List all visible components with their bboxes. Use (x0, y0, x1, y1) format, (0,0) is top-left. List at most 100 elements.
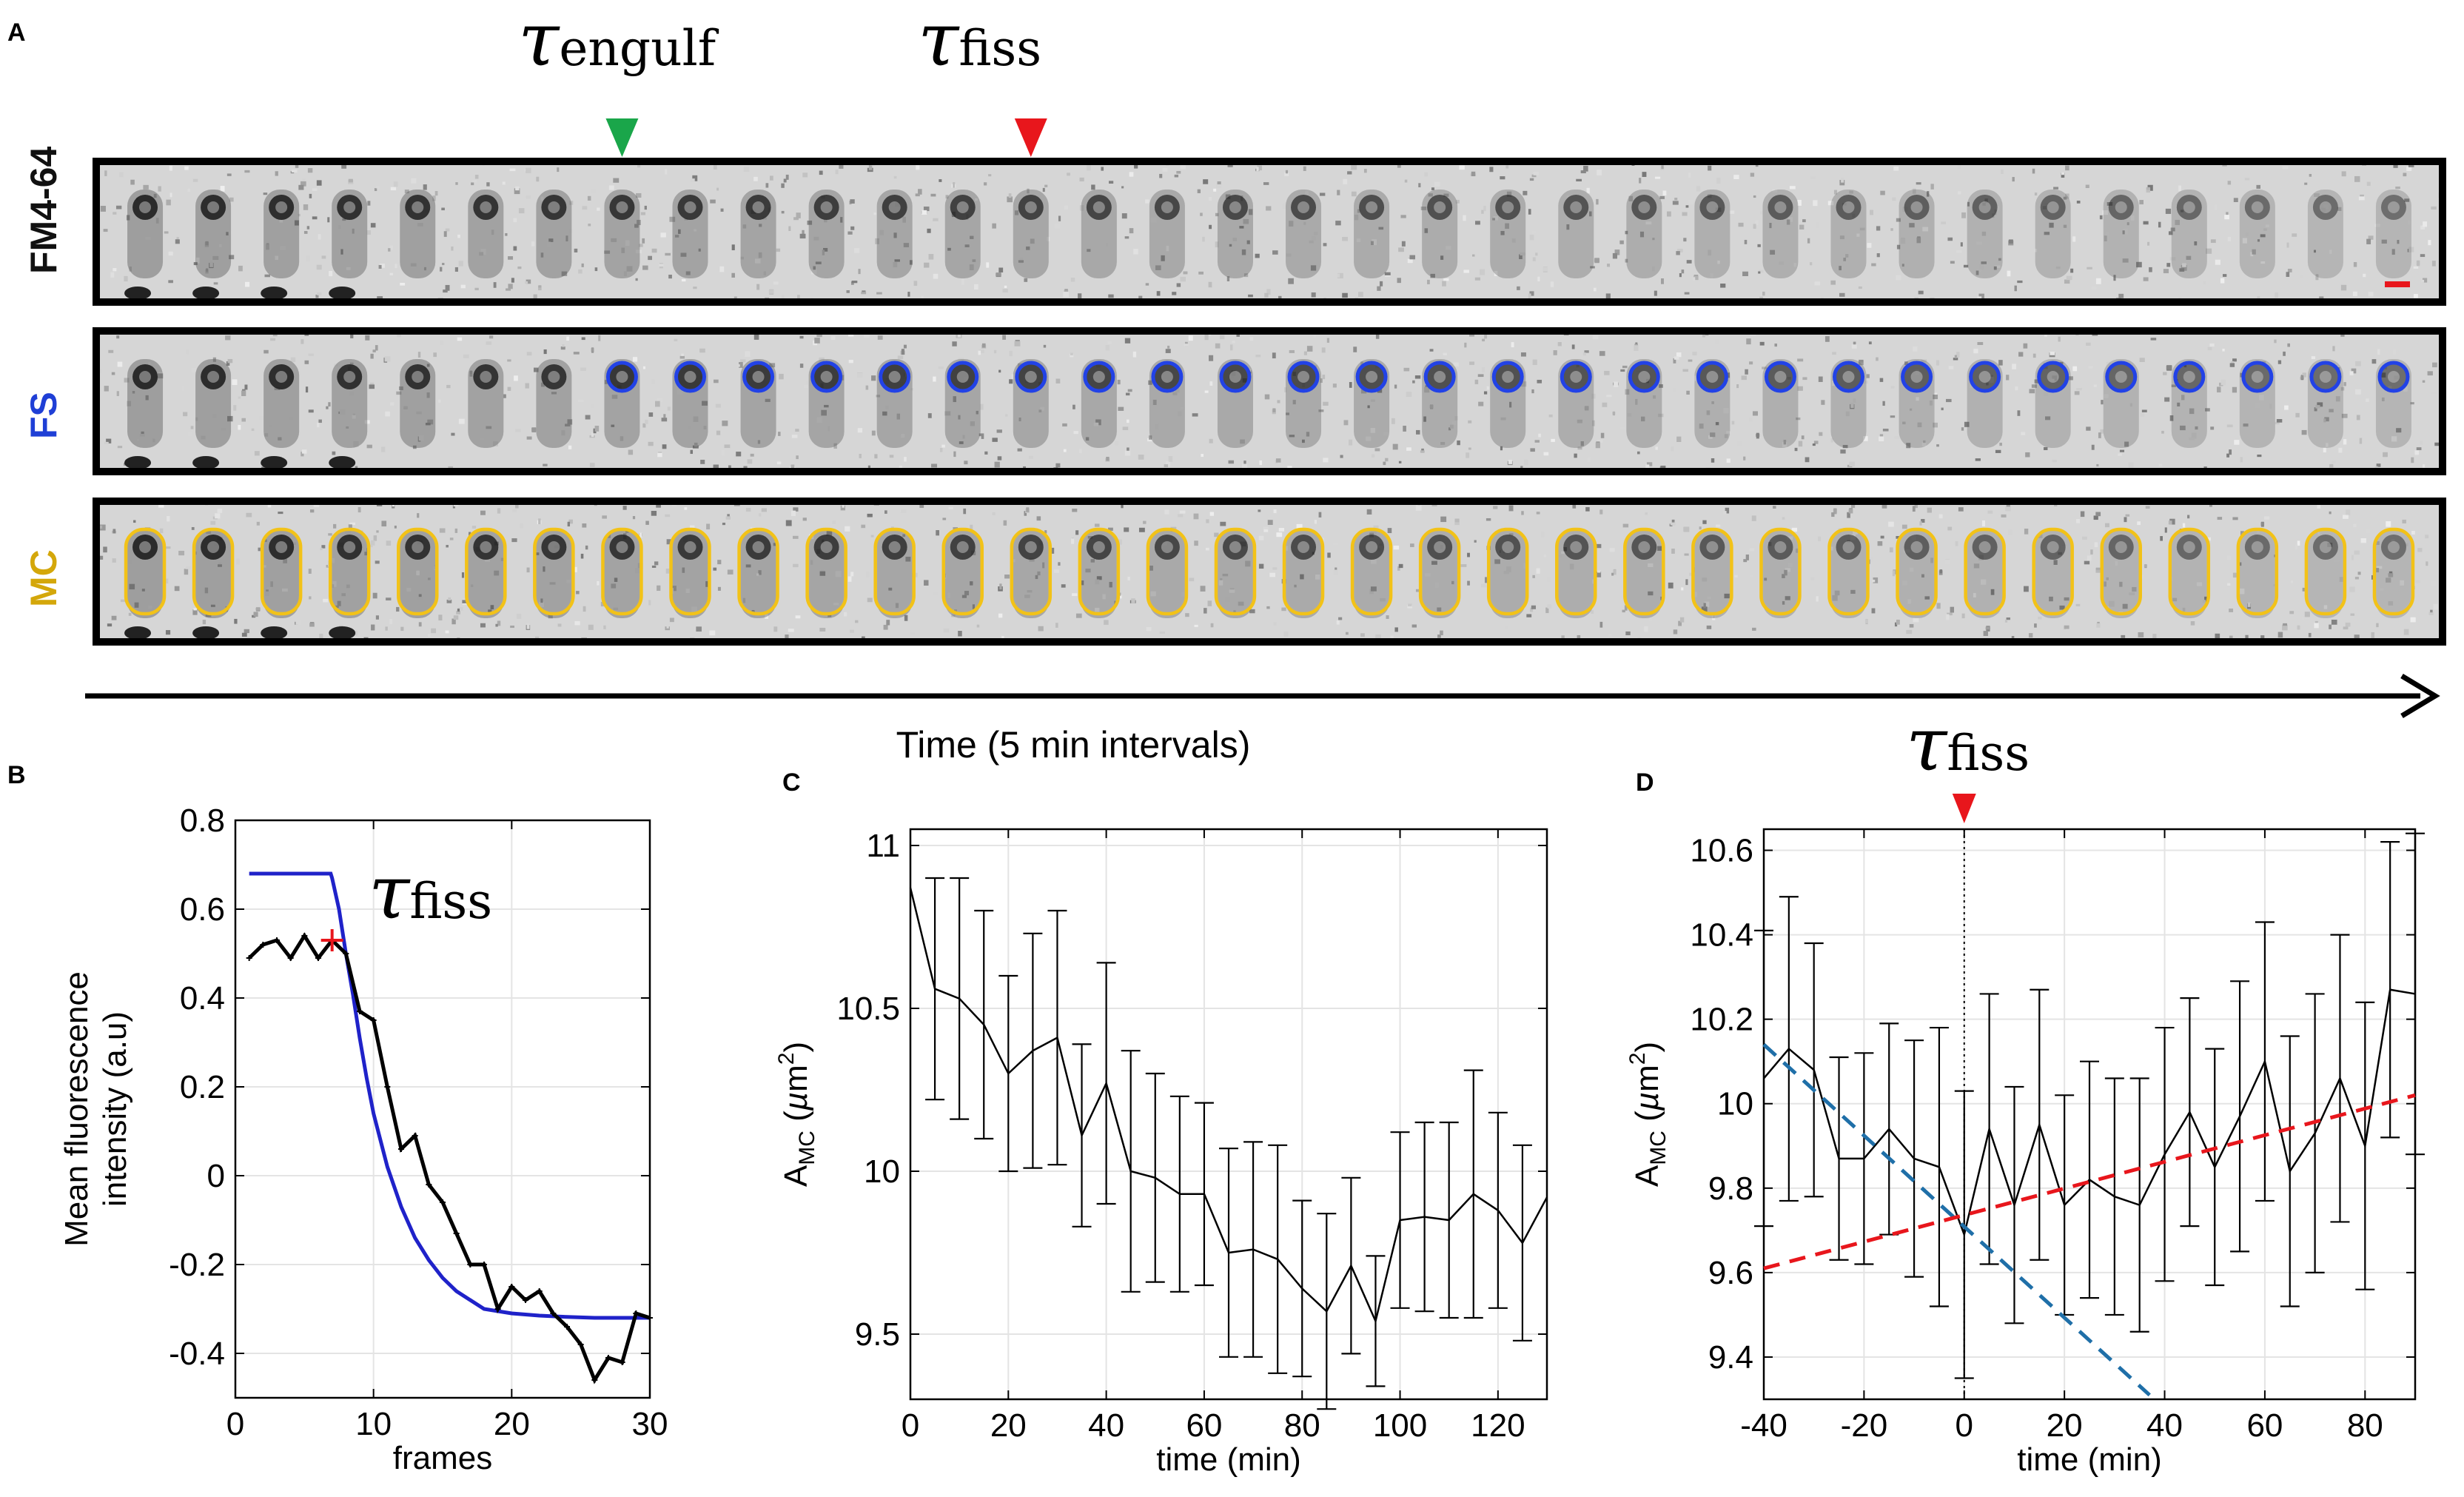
image-strips (93, 158, 2446, 646)
tau-engulf-symbol: τ (518, 0, 560, 83)
cell-frame (2304, 527, 2347, 618)
y-tick-label: 9.6 (1708, 1255, 1753, 1291)
cell-frame (1490, 359, 1526, 448)
cell-frame (261, 359, 300, 469)
cell-frame (1626, 190, 1662, 278)
forespore-contour (1696, 361, 1728, 393)
mother-cell-contour (941, 527, 984, 616)
cell-frame (1964, 527, 2006, 618)
y-tick-label: 0.8 (180, 803, 225, 839)
cell-frame (192, 190, 232, 300)
forespore-contour (1355, 361, 1388, 393)
cell-frame (400, 359, 436, 448)
mother-cell-contour (1555, 527, 1597, 616)
cell-frame (328, 527, 371, 640)
row-label-fs: FS (23, 392, 64, 439)
panel-label-a: A (7, 19, 26, 47)
cell-frame (1558, 359, 1594, 448)
mother-cell-contour (1282, 527, 1325, 616)
cell-frame (2239, 190, 2275, 278)
mother-cell-contour (328, 527, 371, 616)
forespore-contour (1083, 361, 1115, 393)
cell-frame (601, 527, 643, 618)
panel-label-c: C (782, 768, 801, 797)
fit-curve (249, 871, 650, 1320)
forespore-contour (1151, 361, 1184, 393)
cell-frame (1214, 527, 1257, 618)
mother-cell-contour (601, 527, 643, 616)
cell-frame (533, 527, 575, 618)
mother-cell-contour (2304, 527, 2347, 616)
cell-frame (2103, 359, 2139, 448)
tau-engulf-subscript: engulf (559, 20, 719, 77)
cell-frame (1623, 527, 1665, 618)
cell-frame (1354, 359, 1390, 448)
cell-frame (2375, 190, 2411, 278)
mother-cell-contour (2032, 527, 2074, 616)
cell-frame (2239, 359, 2275, 448)
x-tick-label: 60 (2246, 1407, 2283, 1444)
cell-frame (397, 527, 439, 618)
forespore-contour (2173, 361, 2206, 393)
cell-frame (1149, 359, 1185, 448)
x-tick-label: 0 (226, 1406, 244, 1442)
x-tick-label: 100 (1373, 1407, 1427, 1444)
y-tick-label: 10.2 (1690, 1002, 1753, 1038)
y-tick-label: 9.4 (1708, 1339, 1753, 1376)
strip-frame (93, 327, 2446, 475)
forespore-contour (1219, 361, 1252, 393)
y-tick-label: 10.5 (836, 991, 900, 1027)
cell-frame (468, 190, 504, 278)
x-tick-label: 40 (2146, 1407, 2183, 1444)
mother-cell-contour (1623, 527, 1665, 616)
x-axis-label: frames (393, 1440, 492, 1476)
mother-cell-contour (465, 527, 507, 616)
mother-cell-contour (1759, 527, 1802, 616)
mother-cell-contour (873, 527, 916, 616)
cell-frame (944, 190, 981, 278)
y-tick-label: 9.8 (1708, 1171, 1753, 1207)
cell-frame (1762, 359, 1799, 448)
mother-cell-contour (2236, 527, 2279, 616)
cell-frame (329, 190, 368, 300)
cell-frame (1078, 527, 1121, 618)
cell-frame (2236, 527, 2279, 618)
x-tick-label: 0 (902, 1407, 919, 1444)
row-label-mc: MC (23, 549, 64, 607)
cell-frame (1486, 527, 1529, 618)
mother-cell-contour (737, 527, 779, 616)
cell-frame (192, 527, 235, 640)
cell-frame (808, 190, 845, 278)
forespore-contour (2377, 361, 2410, 393)
cell-frame (1013, 190, 1049, 278)
tau-fiss-subscript-a: fiss (959, 20, 1041, 77)
strip-texture (98, 501, 2443, 642)
cell-frame (1558, 190, 1594, 278)
chart-b: 0 10 20 30 -0.4 -0.2 0 0.2 0.4 0.6 0.8 frames Mean f… (58, 803, 668, 1476)
fit-line (1763, 1093, 2416, 1270)
plot-frame (234, 819, 651, 1399)
mother-cell-contour (260, 527, 303, 616)
cell-frame (1694, 359, 1730, 448)
strip-texture (98, 331, 2443, 472)
mother-cell-contour (1078, 527, 1121, 616)
cell-frame (2375, 359, 2411, 448)
x-tick-label: -20 (1841, 1407, 1888, 1444)
mother-cell-contour (1827, 527, 1870, 616)
mother-cell-contour (1896, 527, 1938, 616)
forespore-contour (742, 361, 775, 393)
mother-cell-contour (397, 527, 439, 616)
cell-frame (1694, 190, 1730, 278)
strip-texture (100, 161, 2443, 302)
tau-fiss-label-a: τfiss (918, 0, 1041, 83)
cell-frame (1081, 190, 1117, 278)
mother-cell-contour (1146, 527, 1189, 616)
mother-cell-contour (805, 527, 847, 616)
y-tick-label: 0 (207, 1158, 225, 1194)
image-strip-fm4-64 (93, 158, 2446, 306)
cell-frame (2372, 527, 2415, 618)
forespore-contour (674, 361, 706, 393)
cell-frame (941, 527, 984, 618)
cell-frame (876, 359, 913, 448)
panel-label-b: B (7, 761, 26, 789)
